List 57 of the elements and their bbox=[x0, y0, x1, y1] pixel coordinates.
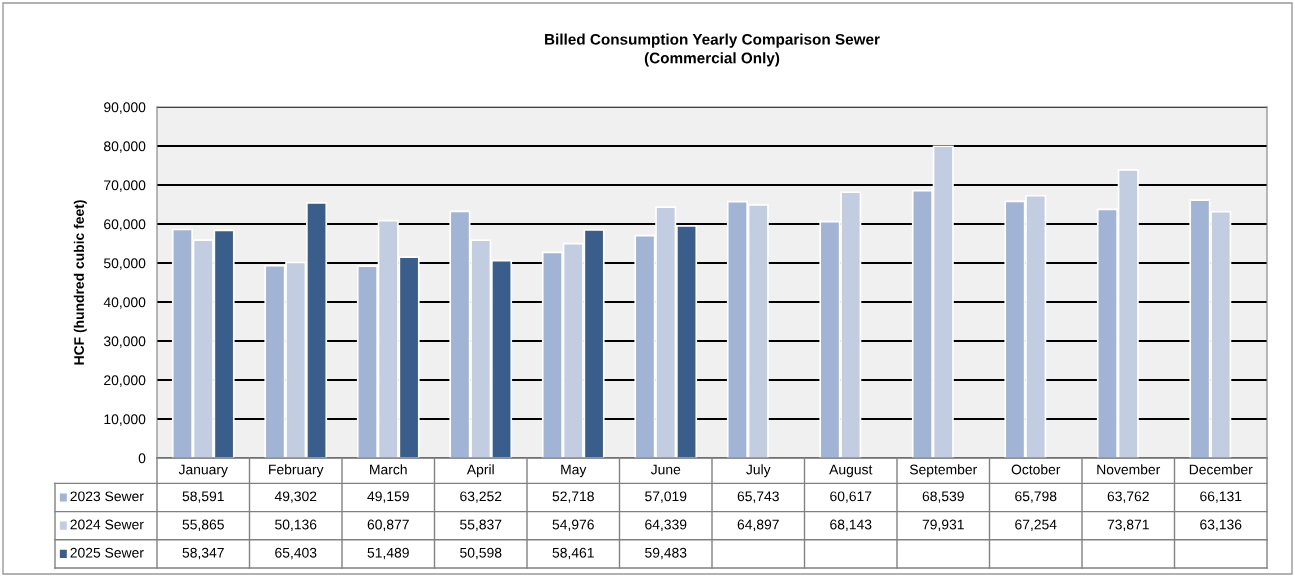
data-label: 51,489 bbox=[367, 547, 409, 560]
y-tick-label: 80,000 bbox=[104, 141, 146, 153]
y-tick-label: 40,000 bbox=[103, 297, 146, 309]
x-tick-label: March bbox=[370, 464, 407, 475]
y-tick-label: 30,000 bbox=[103, 336, 146, 348]
data-label: 52,718 bbox=[552, 491, 594, 503]
data-label: 68,143 bbox=[830, 519, 872, 532]
data-label: 66,131 bbox=[1200, 491, 1242, 503]
x-tick-label: November bbox=[1097, 464, 1161, 475]
data-label: 59,483 bbox=[645, 547, 687, 560]
x-tick-label: September bbox=[909, 464, 977, 478]
data-label: 63,762 bbox=[1107, 491, 1149, 503]
y-tick-label: 0 bbox=[138, 453, 146, 464]
data-label: 79,931 bbox=[922, 519, 964, 532]
data-label: 58,591 bbox=[182, 491, 224, 503]
data-label: 63,136 bbox=[1200, 519, 1242, 532]
data-label: 55,865 bbox=[182, 519, 224, 532]
y-tick-label: 60,000 bbox=[104, 219, 146, 231]
x-tick-label: February bbox=[269, 464, 324, 478]
data-label: 63,252 bbox=[460, 491, 502, 503]
data-label: 65,403 bbox=[275, 547, 317, 560]
x-tick-label: July bbox=[746, 464, 771, 478]
data-label: 58,461 bbox=[552, 547, 594, 560]
data-label: 54,976 bbox=[552, 519, 594, 532]
data-label: 55,837 bbox=[460, 519, 502, 532]
x-tick-label: December bbox=[1189, 464, 1253, 475]
data-label: 68,539 bbox=[922, 491, 964, 503]
chart-title: Billed Consumption Yearly Comparison Sewer (Commercial Only) bbox=[545, 33, 880, 67]
data-label: 50,136 bbox=[275, 519, 317, 532]
data-label: 64,339 bbox=[645, 519, 687, 532]
data-label: 58,347 bbox=[182, 547, 224, 560]
legend-label: 2025 Sewer bbox=[70, 547, 144, 558]
data-label: 49,159 bbox=[367, 491, 409, 503]
y-tick-label: 20,000 bbox=[104, 375, 146, 387]
x-tick-label: April bbox=[466, 464, 494, 478]
data-label: 65,798 bbox=[1015, 491, 1057, 503]
y-axis-title: HCF (hundred cubic feet) bbox=[73, 200, 87, 365]
x-tick-label: October bbox=[1011, 464, 1061, 475]
legend-label: 2023 Sewer bbox=[70, 491, 144, 502]
y-tick-label: 50,000 bbox=[103, 258, 146, 270]
legend-label: 2024 Sewer bbox=[70, 519, 144, 530]
data-label: 60,877 bbox=[367, 519, 409, 532]
x-tick-label: January bbox=[178, 464, 228, 478]
data-label: 60,617 bbox=[830, 491, 872, 503]
x-tick-label: June bbox=[650, 464, 681, 475]
data-label: 65,743 bbox=[737, 491, 779, 503]
data-label: 57,019 bbox=[645, 491, 687, 503]
x-tick-label: August bbox=[829, 464, 873, 478]
data-label: 73,871 bbox=[1107, 519, 1149, 532]
data-label: 49,302 bbox=[274, 491, 317, 503]
y-tick-label: 90,000 bbox=[104, 102, 146, 114]
x-tick-label: May bbox=[561, 464, 587, 478]
data-label: 67,254 bbox=[1015, 519, 1057, 532]
data-label: 64,897 bbox=[737, 519, 779, 532]
y-tick-label: 70,000 bbox=[104, 180, 146, 192]
y-tick-label: 10,000 bbox=[104, 414, 146, 426]
data-label: 50,598 bbox=[460, 547, 502, 560]
